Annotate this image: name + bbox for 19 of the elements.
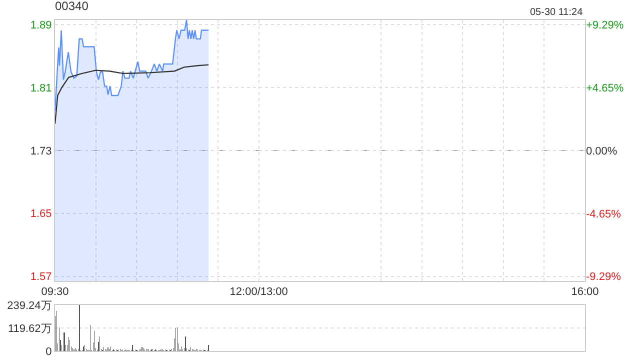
x-tick-label: 12:00/13:00 bbox=[230, 286, 288, 298]
y-tick-label: 1.73 bbox=[30, 145, 52, 158]
y-tick-label: 1.89 bbox=[30, 20, 52, 32]
y-tick-label: 1.81 bbox=[30, 82, 52, 94]
chart-title: 00340 bbox=[55, 0, 89, 13]
x-tick-label: 09:30 bbox=[41, 286, 69, 298]
y-tick-label: 0 bbox=[46, 346, 52, 358]
text: 05-30 11:24 bbox=[530, 7, 584, 18]
x-tick-label: 16:00 bbox=[571, 286, 599, 298]
y-tick-label: 239.24万 bbox=[7, 300, 52, 312]
y2-tick-label: +9.29% bbox=[586, 20, 624, 32]
y2-tick-label: +4.65% bbox=[586, 82, 624, 94]
y2-tick-label: -4.65% bbox=[586, 208, 622, 220]
y-tick-label: 1.65 bbox=[30, 208, 52, 220]
y2-tick-label: -9.29% bbox=[586, 271, 622, 284]
line-series bbox=[55, 64, 210, 124]
y-tick-label: 1.57 bbox=[30, 271, 52, 284]
y-tick-label: 119.62万 bbox=[8, 322, 52, 335]
y2-tick-label: 0.00% bbox=[586, 145, 618, 158]
